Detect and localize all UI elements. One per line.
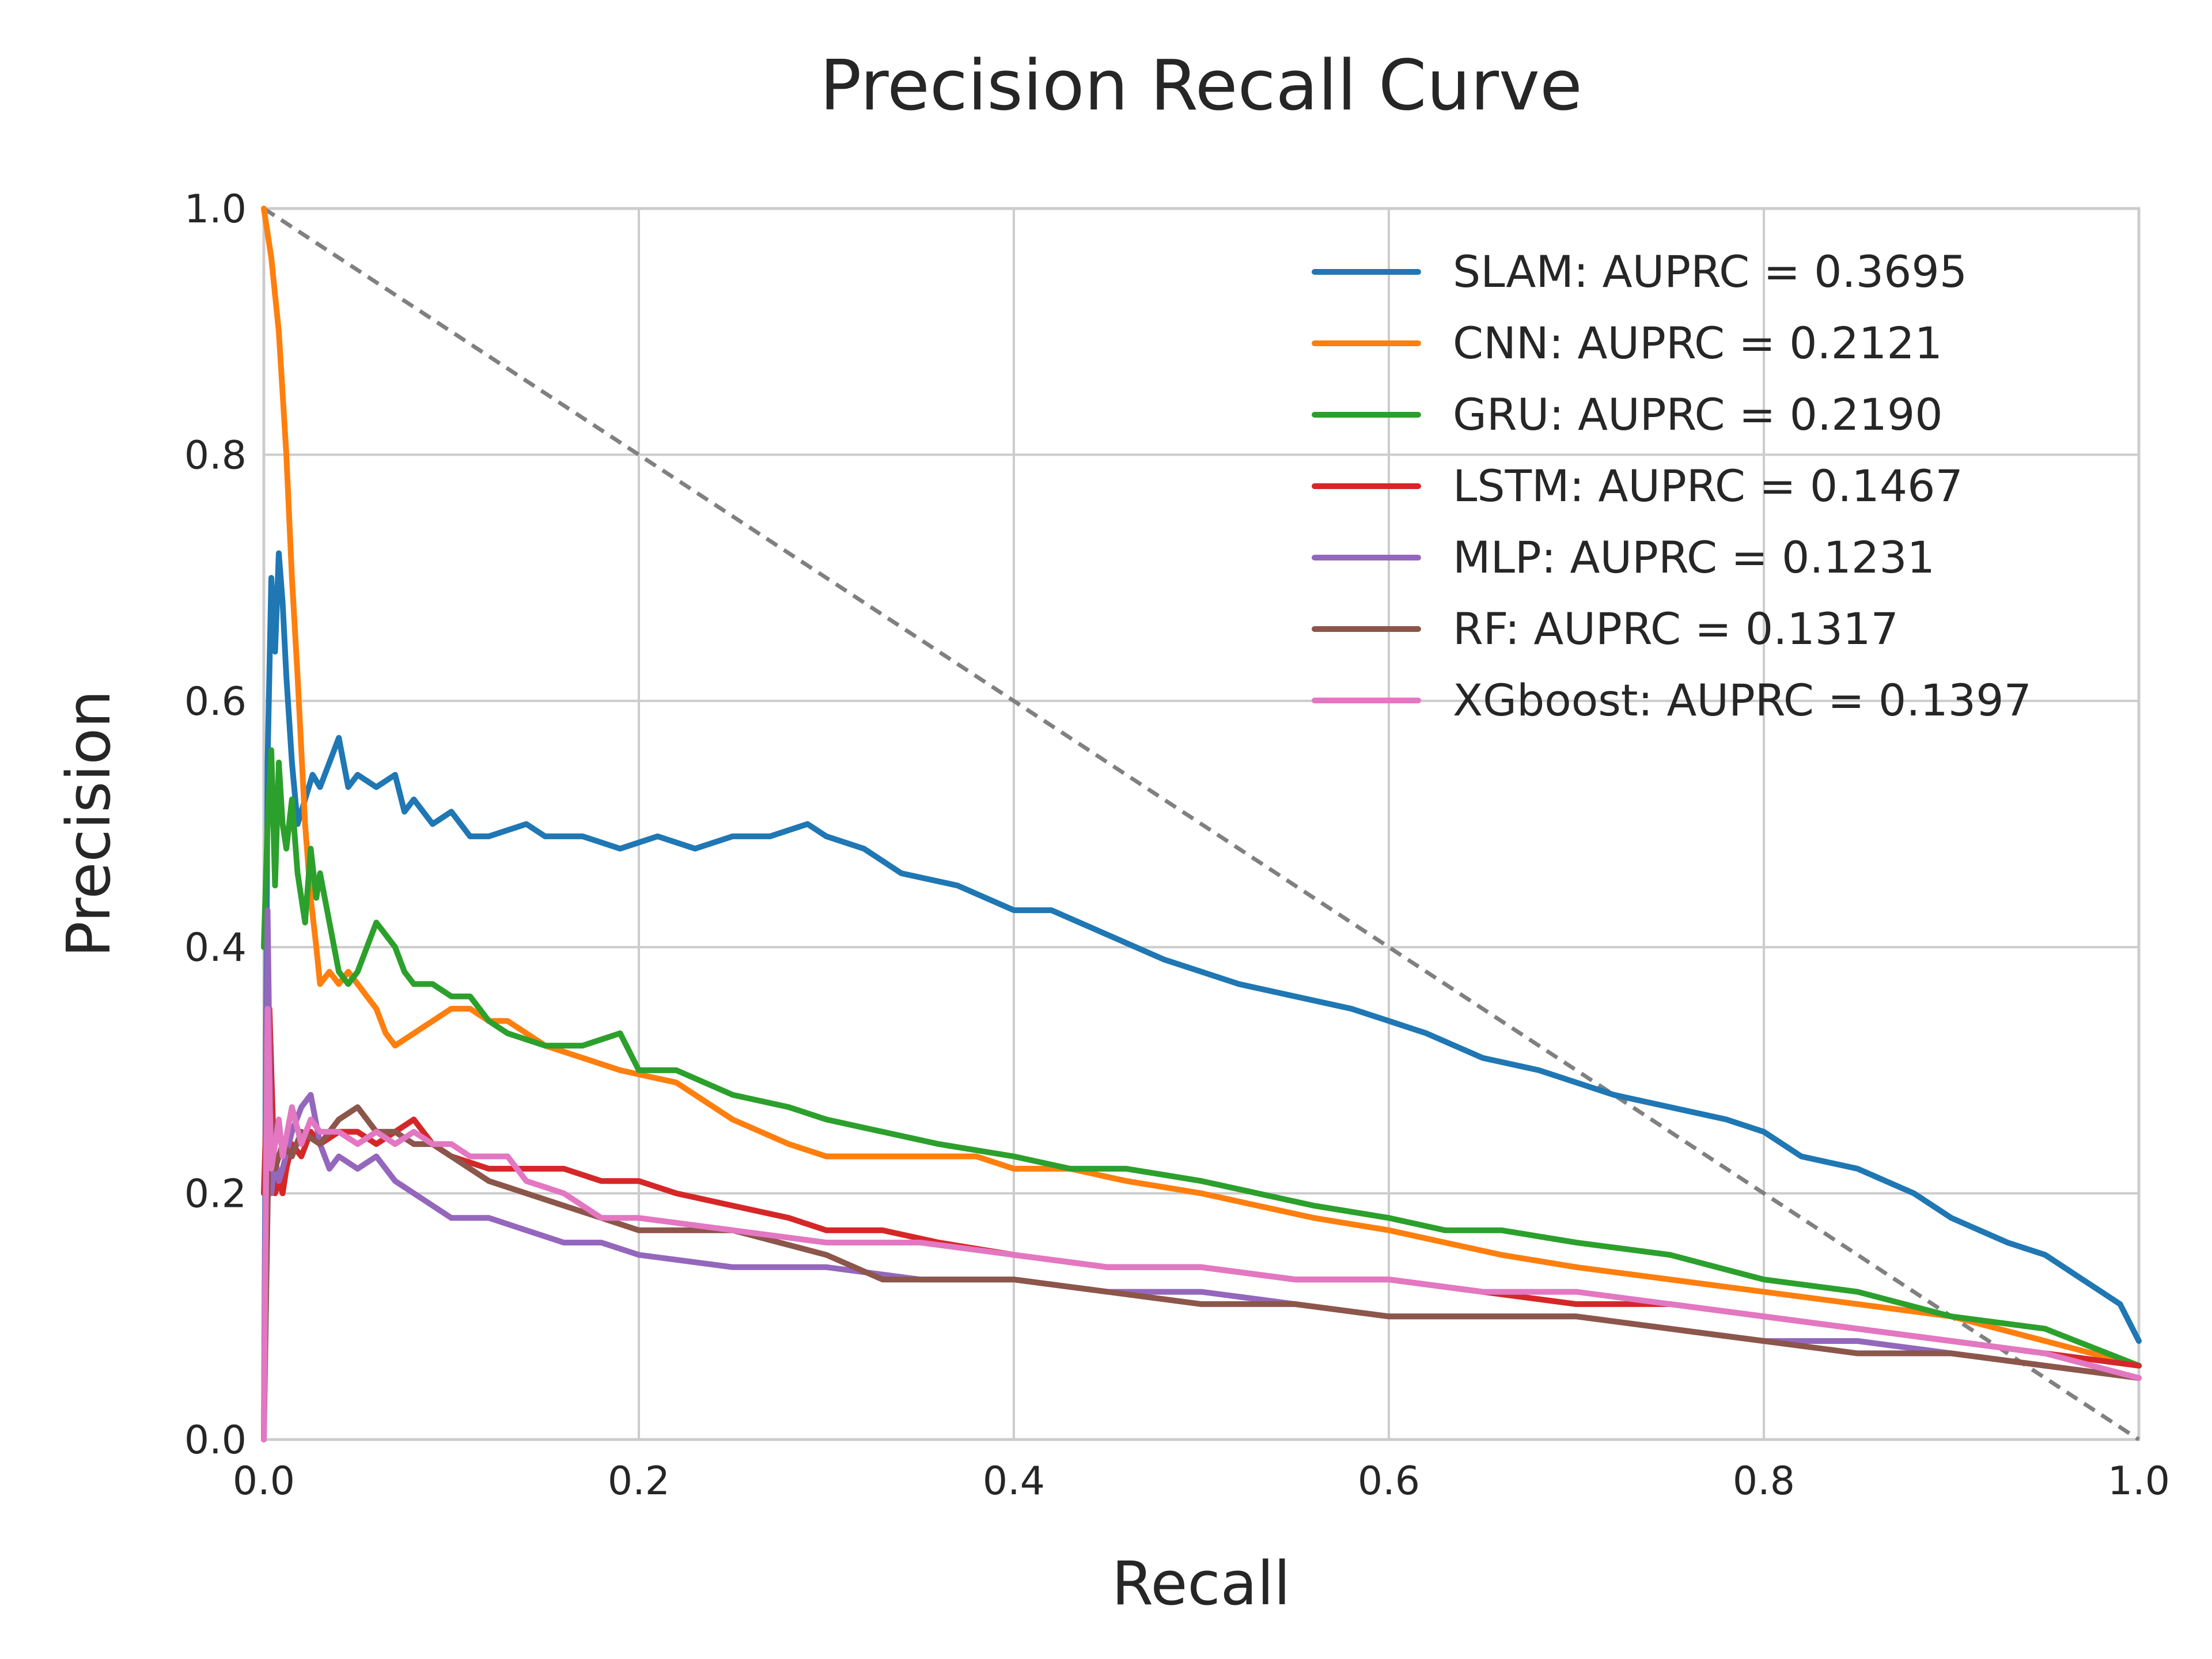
x-tick-label: 1.0 — [2108, 1459, 2170, 1504]
y-tick-label: 0.2 — [184, 1172, 247, 1217]
series-line-lstm — [261, 1006, 2142, 1369]
series-line-xgboost — [261, 1006, 2142, 1442]
x-tick-label: 0.6 — [1358, 1459, 1420, 1504]
chart-title: Precision Recall Curve — [820, 46, 1582, 126]
legend-label-slam: SLAM: AUPRC = 0.3695 — [1453, 246, 1967, 297]
y-tick-label: 0.8 — [184, 433, 247, 478]
series-line-gru — [261, 747, 2142, 1369]
y-axis-label: Precision — [54, 690, 124, 957]
x-axis-label: Recall — [1112, 1548, 1290, 1619]
x-tick-label: 0.2 — [608, 1459, 670, 1504]
y-tick-label: 0.4 — [184, 925, 247, 971]
legend-label-lstm: LSTM: AUPRC = 0.1467 — [1453, 460, 1963, 512]
y-tick-label: 0.0 — [184, 1418, 247, 1463]
series-line-cnn — [261, 206, 2142, 1369]
legend-label-xgboost: XGboost: AUPRC = 0.1397 — [1453, 675, 2032, 726]
x-tick-label: 0.0 — [233, 1459, 295, 1504]
series-lines — [261, 206, 2142, 1442]
y-tick-label: 0.6 — [184, 679, 247, 725]
y-tick-label: 1.0 — [184, 187, 247, 232]
x-tick-label: 0.8 — [1733, 1459, 1795, 1504]
series-line-rf — [261, 1092, 2142, 1442]
legend: SLAM: AUPRC = 0.3695 CNN: AUPRC = 0.2121 G… — [1312, 246, 2032, 726]
legend-label-mlp: MLP: AUPRC = 0.1231 — [1453, 532, 1935, 583]
x-tick-label: 0.4 — [983, 1459, 1045, 1504]
legend-label-cnn: CNN: AUPRC = 0.2121 — [1453, 317, 1942, 369]
legend-label-rf: RF: AUPRC = 0.1317 — [1453, 603, 1899, 654]
tick-labels: 0.0 0.2 0.4 0.6 0.8 1.0 0.0 0.2 0.4 0.6 0.8 1.0 — [184, 187, 2170, 1504]
legend-label-gru: GRU: AUPRC = 0.2190 — [1453, 389, 1943, 440]
random-baseline-line — [263, 207, 2140, 1441]
series-line-slam — [261, 550, 2142, 1442]
